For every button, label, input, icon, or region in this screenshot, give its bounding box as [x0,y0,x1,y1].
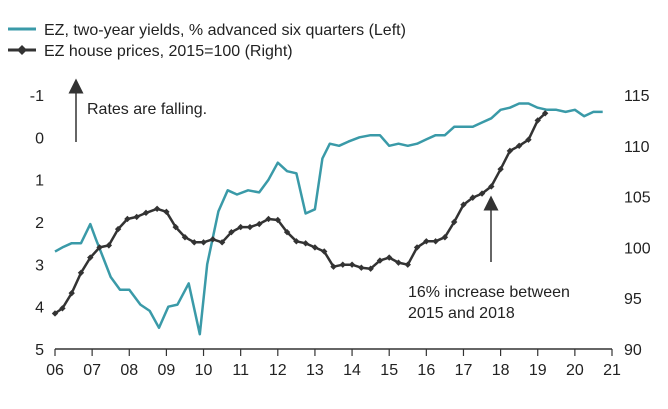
house-price-point [142,209,150,217]
house-price-point [497,165,504,173]
house-price-point [114,225,122,233]
x-tick-label: 08 [120,362,138,379]
house-price-point [488,183,495,190]
left-tick-label: 2 [35,215,44,232]
house-price-point [96,244,103,251]
house-price-point [302,240,309,247]
x-tick-label: 15 [380,362,398,379]
house-price-point [330,263,337,270]
house-price-point [541,110,549,117]
house-price-point [256,220,263,228]
right-tick-label: 110 [624,139,650,156]
x-tick-label: 12 [269,362,287,379]
house-price-point [395,259,402,266]
house-price-point [105,242,113,249]
x-tick-label: 19 [529,362,547,379]
series-layer [51,102,603,336]
right-tick-label: 115 [624,88,650,105]
x-tick-label: 10 [195,362,213,379]
x-tick-label: 16 [417,362,435,379]
house-price-point [515,142,523,149]
house-price-point [218,239,226,246]
x-tick-label: 20 [566,362,584,379]
left-tick-label: 0 [35,130,44,147]
house-price-point [59,305,66,312]
right-tick-label: 95 [624,291,642,308]
annotation-increase-line2: 2015 and 2018 [408,305,515,322]
house-price-point [237,223,244,231]
house-price-point [534,117,541,124]
x-tick-label: 14 [343,362,361,379]
legend-marker-house-prices [17,45,27,55]
house-price-point [293,238,300,245]
house-price-point [441,234,449,241]
house-price-point [77,269,85,276]
right-tick-label: 90 [624,342,642,359]
right-tick-label: 105 [624,190,651,207]
series-line-yields [54,102,603,336]
house-price-point [133,213,140,221]
left-tick-label: 4 [35,300,44,317]
house-price-point [376,257,384,264]
house-price-point [274,216,281,224]
x-tick-label: 11 [232,362,249,379]
x-axis-ticks: 06 07 08 09 10 11 12 13 14 15 16 17 18 19 20 21 [46,349,621,379]
left-tick-label: 1 [35,173,44,190]
annotation-increase-line1: 16% increase between [408,284,570,301]
house-price-point [163,208,170,216]
left-tick-label: -1 [30,88,44,105]
house-price-point [432,238,439,245]
house-price-point [200,239,207,246]
house-price-point [469,194,476,201]
house-price-point [460,201,467,208]
house-price-point [506,147,514,155]
house-price-point [339,261,346,268]
house-price-point [172,223,179,231]
legend-label-house-prices: EZ house prices, 2015=100 (Right) [44,43,293,60]
house-price-point [413,244,421,251]
house-price-point [525,136,532,143]
house-price-point [311,244,319,251]
house-price-point [423,238,430,245]
house-price-point [87,254,94,261]
house-price-point [191,239,198,246]
house-price-point [321,248,328,255]
x-tick-label: 21 [603,362,621,379]
house-price-point [153,205,161,212]
legend-label-yields: EZ, two-year yields, % advanced six quar… [44,22,406,39]
house-price-point [265,215,272,223]
house-price-point [386,254,393,261]
x-tick-label: 18 [492,362,510,379]
house-price-point [358,264,365,271]
x-tick-label: 07 [83,362,101,379]
x-tick-label: 06 [46,362,64,379]
house-price-point [404,261,411,268]
house-price-point [181,234,189,241]
house-price-point [209,236,217,243]
house-price-point [283,228,291,236]
left-tick-label: 3 [35,257,44,274]
house-price-point [348,261,356,268]
right-axis-ticks: 115 110 105 100 95 90 [624,88,651,359]
x-tick-label: 09 [158,362,176,379]
house-price-point [246,223,254,231]
house-price-point [51,310,59,317]
x-tick-label: 17 [455,362,473,379]
x-tick-label: 13 [306,362,324,379]
left-tick-label: 5 [35,342,44,359]
annotation-rates-falling: Rates are falling. [87,101,207,118]
house-price-point [124,215,131,223]
house-price-point [228,228,235,236]
house-price-point [367,265,374,272]
legend: EZ, two-year yields, % advanced six quar… [8,22,406,60]
left-axis-ticks: -1 0 1 2 3 4 5 [30,88,44,359]
house-price-point [450,218,458,226]
right-tick-label: 100 [624,240,651,257]
house-price-point [478,190,486,197]
house-price-point [68,289,75,297]
